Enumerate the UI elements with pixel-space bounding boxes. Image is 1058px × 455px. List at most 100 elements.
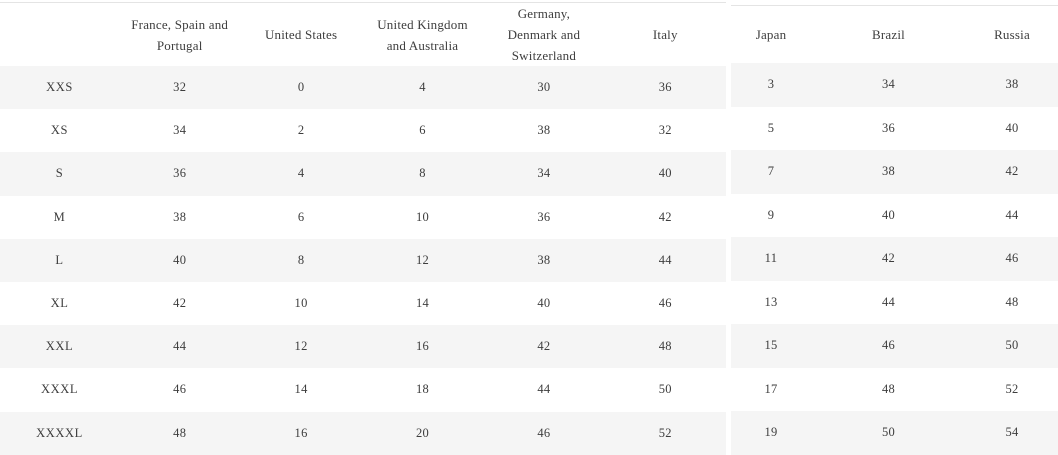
table-cell: 10 bbox=[415, 209, 430, 224]
table-cell: 38 bbox=[881, 164, 896, 179]
row-size-label: XXXXL bbox=[36, 425, 83, 440]
table-row: 9 40 44 bbox=[731, 194, 1058, 238]
table-cell: 42 bbox=[1005, 164, 1019, 179]
table-cell: 46 bbox=[1005, 251, 1019, 266]
table-cell: 12 bbox=[415, 252, 430, 267]
table-cell: 36 bbox=[173, 166, 187, 181]
table-cell: 16 bbox=[415, 339, 430, 354]
row-size-label: XS bbox=[50, 123, 69, 138]
table-cell: 46 bbox=[658, 296, 672, 311]
table-cell: 38 bbox=[1005, 77, 1019, 92]
table-cell: 19 bbox=[764, 425, 778, 440]
table-cell: 48 bbox=[1005, 294, 1019, 309]
size-table-international: France, Spain and Portugal United States U… bbox=[0, 2, 726, 455]
table-cell: 48 bbox=[173, 425, 187, 440]
table-cell: 0 bbox=[297, 80, 305, 95]
table-row: XXXL 46 14 18 44 50 bbox=[0, 368, 726, 411]
table-row: 13 44 48 bbox=[731, 281, 1058, 325]
table-cell: 8 bbox=[297, 252, 305, 267]
table-cell: 52 bbox=[658, 425, 672, 440]
table-cell: 13 bbox=[764, 294, 778, 309]
table-row: XXL 44 12 16 42 48 bbox=[0, 325, 726, 369]
table-cell: 16 bbox=[294, 425, 308, 440]
table-cell: 46 bbox=[537, 425, 551, 440]
row-size-label: XXXL bbox=[40, 382, 79, 397]
table-cell: 44 bbox=[658, 252, 672, 267]
table-cell: 10 bbox=[294, 296, 308, 311]
row-size-label: S bbox=[55, 166, 64, 181]
table-row: 15 46 50 bbox=[731, 324, 1058, 368]
table-cell: 4 bbox=[419, 80, 426, 95]
table-cell: 38 bbox=[173, 209, 187, 224]
column-header: United States bbox=[264, 27, 338, 42]
row-size-label: M bbox=[53, 209, 66, 224]
table-row: S 36 4 8 34 40 bbox=[0, 152, 726, 196]
row-size-label: XXS bbox=[46, 80, 73, 95]
table-cell: 32 bbox=[173, 80, 187, 95]
table-cell: 32 bbox=[658, 123, 672, 138]
table-cell: 36 bbox=[881, 120, 896, 135]
table-cell: 48 bbox=[658, 339, 672, 354]
table-cell: 11 bbox=[764, 251, 778, 266]
table-cell: 40 bbox=[537, 296, 551, 311]
table-cell: 40 bbox=[658, 166, 672, 181]
table-cell: 46 bbox=[173, 382, 187, 397]
table-row: 3 34 38 bbox=[731, 63, 1058, 107]
table-row: 11 42 46 bbox=[731, 237, 1058, 281]
table-cell: 44 bbox=[173, 339, 187, 354]
table-cell: 42 bbox=[658, 209, 672, 224]
table-cell: 50 bbox=[658, 382, 672, 397]
table-cell: 34 bbox=[881, 77, 896, 92]
table-row: 5 36 40 bbox=[731, 107, 1058, 151]
table-cell: 6 bbox=[297, 209, 305, 224]
table-cell: 7 bbox=[767, 164, 775, 179]
column-header: Japan bbox=[755, 27, 787, 42]
table-cell: 42 bbox=[173, 296, 187, 311]
table-cell: 8 bbox=[419, 166, 426, 181]
table-cell: 12 bbox=[294, 339, 308, 354]
table-cell: 52 bbox=[1005, 381, 1019, 396]
row-size-label: L bbox=[55, 252, 64, 267]
row-size-label: XL bbox=[50, 296, 69, 311]
table-cell: 34 bbox=[173, 123, 187, 138]
table-cell: 5 bbox=[767, 120, 775, 135]
table-cell: 50 bbox=[1005, 338, 1019, 353]
table-cell: 36 bbox=[537, 209, 551, 224]
table-cell: 6 bbox=[419, 123, 426, 138]
table-row: XXS 32 0 4 30 36 bbox=[0, 66, 726, 110]
size-table-japan-brazil-russia: Japan Brazil Russia 3 34 38 5 36 40 7 38 42 9 40 44 11… bbox=[731, 5, 1058, 455]
table-cell: 36 bbox=[658, 80, 672, 95]
table-cell: 44 bbox=[537, 382, 551, 397]
table-header-row: France, Spain and Portugal United States U… bbox=[0, 3, 726, 66]
column-header: Germany, Denmark and Switzerland bbox=[507, 6, 581, 63]
table-body: 3 34 38 5 36 40 7 38 42 9 40 44 11 42 46 13 44 48 15 46 50 17… bbox=[731, 63, 1058, 455]
table-cell: 3 bbox=[767, 77, 775, 92]
table-cell: 40 bbox=[881, 207, 896, 222]
table-cell: 2 bbox=[297, 123, 305, 138]
table-cell: 40 bbox=[173, 252, 187, 267]
table-body: XXS 32 0 4 30 36 XS 34 2 6 38 32 S 36 4 8 34 40 M 38 6 10 36 42… bbox=[0, 66, 726, 455]
column-header: Italy bbox=[652, 27, 678, 42]
table-cell: 4 bbox=[297, 166, 305, 181]
column-header: France, Spain and Portugal bbox=[131, 16, 229, 53]
table-cell: 14 bbox=[294, 382, 308, 397]
table-cell: 38 bbox=[537, 123, 551, 138]
table-row: 7 38 42 bbox=[731, 150, 1058, 194]
table-row: L 40 8 12 38 44 bbox=[0, 238, 726, 282]
table-cell: 46 bbox=[881, 338, 896, 353]
table-row: XS 34 2 6 38 32 bbox=[0, 109, 726, 152]
table-row: M 38 6 10 36 42 bbox=[0, 196, 726, 239]
table-cell: 17 bbox=[764, 381, 778, 396]
table-cell: 18 bbox=[415, 382, 430, 397]
table-cell: 30 bbox=[537, 80, 551, 95]
row-size-label: XXL bbox=[45, 339, 74, 354]
table-row: XL 42 10 14 40 46 bbox=[0, 282, 726, 325]
table-cell: 42 bbox=[537, 339, 551, 354]
table-cell: 15 bbox=[764, 338, 778, 353]
table-cell: 44 bbox=[1005, 207, 1019, 222]
table-row: 19 50 54 bbox=[731, 411, 1058, 455]
table-row: 17 48 52 bbox=[731, 368, 1058, 412]
table-cell: 40 bbox=[1005, 120, 1019, 135]
column-header: Russia bbox=[994, 27, 1030, 42]
